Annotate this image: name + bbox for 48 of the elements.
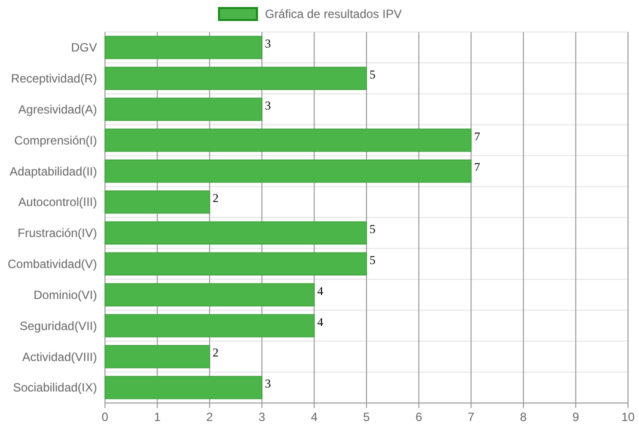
data-label: 4	[317, 284, 324, 298]
x-tick-label: 2	[206, 410, 214, 424]
bar	[104, 36, 262, 60]
data-label: 2	[212, 191, 219, 206]
data-label: 3	[264, 376, 271, 391]
x-tick-label: 0	[102, 410, 109, 424]
bar	[104, 376, 262, 400]
y-tick-label: Combatividad(V)	[8, 257, 97, 272]
data-label: 4	[317, 314, 324, 329]
x-tick-label: 6	[415, 410, 422, 424]
x-tick-label: 4	[310, 410, 318, 424]
y-tick-label: Adaptabilidad(II)	[10, 164, 97, 178]
y-tick-label: Dominio(VI)	[34, 288, 97, 302]
bar	[104, 283, 315, 306]
bar	[104, 314, 315, 338]
y-tick-label: Comprensión(I)	[14, 133, 97, 148]
data-label: 3	[264, 98, 271, 112]
x-tick-label: 10	[621, 410, 635, 424]
y-tick-label: Agresividad(A)	[18, 102, 97, 116]
bar	[104, 221, 367, 245]
bar	[104, 66, 367, 90]
y-tick-label: Sociabilidad(IX)	[12, 380, 97, 395]
bar	[104, 252, 367, 276]
data-label: 5	[370, 222, 376, 236]
data-label: 7	[474, 160, 480, 174]
x-tick-label: 1	[154, 410, 161, 424]
y-tick-label: Receptividad(R)	[10, 72, 97, 86]
data-label: 2	[212, 346, 219, 360]
y-tick-label: Frustración(IV)	[18, 226, 97, 240]
data-label: 5	[370, 252, 376, 267]
x-tick-label: 5	[363, 410, 370, 424]
x-tick-label: 7	[468, 410, 475, 424]
y-tick-label: Seguridad(VII)	[20, 318, 97, 333]
bar	[104, 159, 472, 183]
bar	[104, 98, 262, 121]
x-tick-label: 8	[520, 410, 528, 424]
y-tick-label: Actividad(VIII)	[22, 350, 97, 364]
bar	[104, 344, 210, 368]
bar	[104, 190, 210, 214]
data-label: 3	[264, 36, 271, 51]
bar	[104, 128, 472, 152]
data-label: 5	[370, 67, 376, 82]
data-label: 7	[474, 129, 480, 144]
legend-label: Gráfica de resultados IPV	[265, 7, 402, 22]
x-tick-label: 3	[258, 410, 266, 424]
y-tick-label: DGV	[70, 40, 97, 55]
y-tick-label: Autocontrol(III)	[18, 195, 97, 210]
x-tick-label: 9	[572, 410, 580, 424]
